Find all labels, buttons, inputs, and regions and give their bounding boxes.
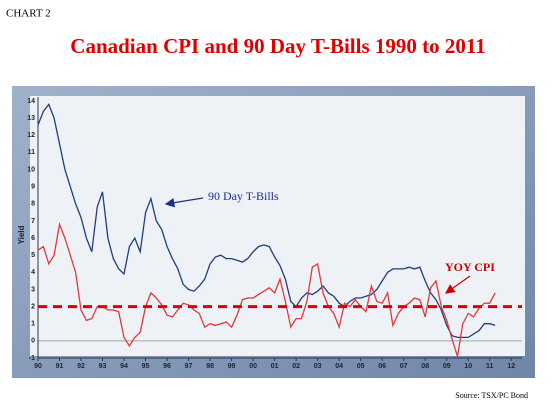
chart-title: Canadian CPI and 90 Day T-Bills 1990 to … bbox=[70, 34, 485, 58]
y-tick-label: 14 bbox=[27, 98, 35, 105]
x-tick-label: 95 bbox=[142, 363, 150, 370]
x-tick-label: 05 bbox=[357, 363, 365, 370]
y-tick-label: 13 bbox=[27, 115, 35, 122]
x-tick-label: 98 bbox=[206, 363, 214, 370]
x-tick-label: 01 bbox=[271, 363, 279, 370]
y-tick-label: 2 bbox=[31, 303, 35, 310]
series-annotation: YOY CPI bbox=[445, 260, 495, 274]
x-tick-label: 12 bbox=[507, 363, 515, 370]
x-tick-label: 97 bbox=[185, 363, 193, 370]
series-line bbox=[37, 103, 496, 339]
y-tick-label: 3 bbox=[31, 286, 35, 293]
annotation-arrow bbox=[164, 197, 204, 208]
y-tick-label: 11 bbox=[28, 149, 36, 156]
x-tick-label: 94 bbox=[120, 363, 128, 370]
plot-area bbox=[30, 96, 525, 356]
y-tick-label: 6 bbox=[31, 235, 35, 242]
x-tick-label: 03 bbox=[314, 363, 322, 370]
y-tick-label: 1 bbox=[31, 321, 35, 328]
y-axis-label: Yield bbox=[17, 225, 26, 244]
chart-label: CHART 2 bbox=[6, 8, 51, 20]
x-tick-label: 96 bbox=[163, 363, 171, 370]
source: Source: TSX/PC Bond bbox=[455, 391, 528, 400]
x-tick-label: 04 bbox=[335, 363, 343, 370]
x-tick-label: 91 bbox=[56, 363, 64, 370]
x-tick-label: 09 bbox=[443, 363, 451, 370]
x-tick-label: 10 bbox=[464, 363, 472, 370]
y-tick-label: 8 bbox=[31, 201, 35, 208]
y-tick-label: 10 bbox=[27, 166, 35, 173]
x-tick-label: 02 bbox=[292, 363, 300, 370]
y-tick-label: 5 bbox=[31, 252, 35, 259]
x-tick-label: 08 bbox=[421, 363, 429, 370]
x-tick-label: 99 bbox=[228, 363, 236, 370]
series-line bbox=[37, 222, 496, 357]
y-tick-label: -1 bbox=[29, 355, 35, 362]
x-tick-label: 93 bbox=[99, 363, 107, 370]
x-tick-label: 00 bbox=[249, 363, 257, 370]
y-tick-label: 9 bbox=[31, 184, 35, 191]
y-tick-label: 7 bbox=[31, 218, 35, 225]
y-tick-label: 0 bbox=[31, 338, 35, 345]
y-tick-label: 12 bbox=[27, 132, 35, 139]
series-annotation: 90 Day T-Bills bbox=[208, 189, 279, 203]
x-tick-label: 06 bbox=[378, 363, 386, 370]
x-tick-label: 92 bbox=[77, 363, 85, 370]
x-tick-label: 90 bbox=[34, 363, 42, 370]
annotation-arrow bbox=[445, 275, 471, 294]
x-tick-label: 11 bbox=[486, 363, 494, 370]
x-tick-label: 07 bbox=[400, 363, 408, 370]
y-tick-label: 4 bbox=[31, 269, 35, 276]
